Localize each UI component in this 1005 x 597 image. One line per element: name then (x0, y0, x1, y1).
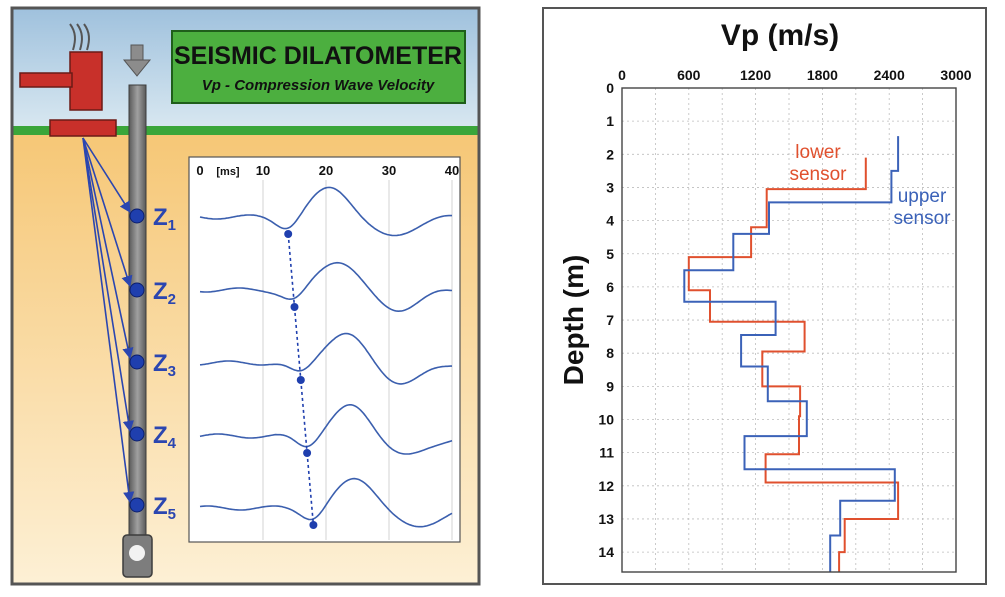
depth-label: Z1 (153, 204, 176, 234)
receiver-dot (129, 208, 145, 224)
wave-paths (82, 137, 135, 504)
plot-area-border (621, 87, 957, 573)
seismogram-trace (199, 477, 453, 528)
y-tick-label: 7 (606, 312, 614, 328)
left-panel: SEISMIC DILATOMETER Vp - Compression Wav… (10, 6, 481, 586)
first-arrival-point (303, 449, 312, 457)
seismogram-tick-label: 10 (256, 163, 270, 178)
title-line1: SEISMIC DILATOMETER (174, 42, 462, 70)
seismogram-trace (199, 261, 453, 313)
upper-sensor-label: sensor (893, 208, 951, 229)
upper-sensor-label: upper (898, 186, 947, 207)
first-arrival-point (284, 230, 293, 238)
seismogram-trace (199, 332, 452, 385)
seismic-source-icon (19, 23, 117, 137)
x-tick-labels: 0 600 1200 1800 2400 3000 (618, 67, 972, 83)
y-tick-label: 2 (606, 146, 614, 162)
receiver-dot (129, 282, 145, 298)
y-tick-label: 8 (606, 345, 614, 361)
x-tick-label: 1800 (807, 67, 838, 83)
first-arrival-point (290, 303, 299, 311)
seismogram-panel: 0 [ms] 10 20 30 40 (188, 156, 461, 543)
seismogram-tick-label: 30 (382, 163, 396, 178)
right-panel: Vp (m/s) Depth (m) 0 600 1200 1800 2400 3000 … (542, 7, 987, 585)
seismogram-tick-label: 20 (319, 163, 333, 178)
receiver-dot (129, 497, 145, 513)
x-tick-label: 0 (618, 67, 626, 83)
title-line2: Vp - Compression Wave Velocity (202, 77, 435, 94)
series-lower-sensor (687, 157, 900, 572)
first-arrival-point (296, 376, 305, 384)
seismogram-trace (199, 404, 453, 455)
y-tick-label: 10 (598, 412, 614, 428)
series-upper-sensor (683, 136, 900, 572)
depth-markers: Z1 Z2 Z3 Z4 Z5 (129, 204, 177, 523)
x-tick-label: 2400 (874, 67, 905, 83)
lower-sensor-label: sensor (789, 164, 847, 185)
x-tick-label: 1200 (740, 67, 771, 83)
depth-label: Z5 (153, 493, 176, 523)
y-tick-label: 6 (606, 279, 614, 295)
left-panel-frame (10, 6, 481, 586)
y-tick-label: 13 (598, 511, 614, 527)
y-tick-label: 3 (606, 179, 614, 195)
receiver-dot (129, 426, 145, 442)
arrival-trend-line (300, 379, 308, 454)
push-arrow-icon (122, 44, 152, 77)
chart-series (683, 136, 900, 572)
seismogram-trace (199, 186, 453, 237)
y-tick-label: 4 (606, 213, 614, 229)
lower-sensor-label: lower (795, 142, 841, 163)
y-tick-label: 1 (606, 113, 614, 129)
chart-title: Vp (m/s) (721, 19, 839, 52)
seismogram-tick-label: 40 (445, 163, 459, 178)
seismogram-unit-label: [ms] (216, 166, 240, 178)
receiver-dot (129, 354, 145, 370)
y-tick-label: 9 (606, 378, 614, 394)
x-tick-label: 3000 (940, 67, 971, 83)
ground-surface (12, 126, 479, 135)
x-tick-label: 600 (677, 67, 701, 83)
depth-label: Z2 (153, 278, 176, 308)
y-tick-label: 0 (606, 80, 614, 96)
seismogram-tick-label: 0 (196, 163, 203, 178)
y-tick-label: 5 (606, 246, 614, 262)
arrival-trend-line (306, 452, 315, 526)
y-tick-label: 12 (598, 478, 614, 494)
depth-label: Z3 (153, 350, 176, 380)
right-panel-frame (542, 7, 987, 585)
title-box: SEISMIC DILATOMETER Vp - Compression Wav… (171, 30, 466, 104)
dilatometer-rod (122, 84, 153, 578)
depth-label: Z4 (153, 422, 177, 452)
chart-grid (622, 88, 956, 572)
y-tick-label: 14 (598, 544, 614, 560)
arrival-trend-line (287, 233, 296, 308)
y-tick-label: 11 (599, 445, 614, 461)
first-arrival-point (309, 521, 318, 529)
y-axis-label: Depth (m) (558, 255, 589, 386)
arrival-trend-line (293, 306, 302, 381)
